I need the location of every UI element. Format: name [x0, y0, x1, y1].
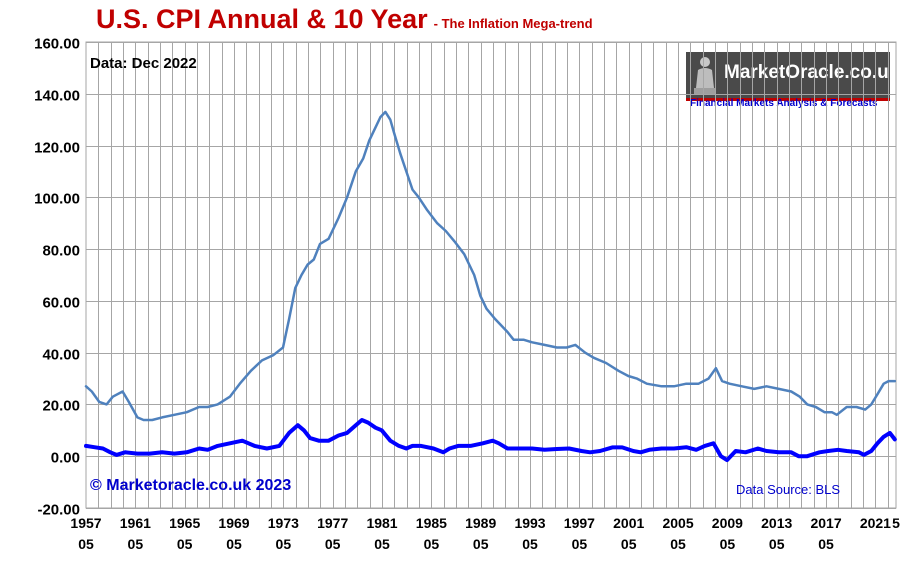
x-tick-label-month: 05 [720, 536, 736, 552]
x-tick-label-year: 2017 [810, 515, 841, 531]
axis-layer: 160.00 140.00 120.00 100.00 80.00 60.00 40.00 2… [34, 36, 900, 553]
series-line-annual [84, 418, 897, 463]
chart-subtitle: - The Inflation Mega-trend [433, 16, 593, 31]
grid-layer [85, 41, 897, 509]
x-tick-label-month: 05 [818, 536, 834, 552]
y-tick-label: 80.00 [42, 243, 80, 260]
x-tick-label-year: 2021 [860, 515, 891, 531]
series-layer [84, 110, 897, 463]
chart-title-main: U.S. CPI Annual & 10 Year [96, 4, 428, 34]
oracle-figure-icon [694, 57, 716, 94]
x-tick-label-year: 1981 [366, 515, 397, 531]
x-tick-label-year: 1989 [465, 515, 496, 531]
chart-title: U.S. CPI Annual & 10 Year - The Inflation… [96, 4, 593, 35]
y-tick-label: 160.00 [34, 36, 80, 53]
x-tick-label-year: 1969 [218, 515, 249, 531]
series-line-10-year [84, 110, 897, 422]
y-tick-label: 60.00 [42, 295, 80, 312]
x-tick-label-month: 05 [276, 536, 292, 552]
x-tick-label-month: 05 [522, 536, 538, 552]
y-tick-label: -20.00 [37, 502, 80, 519]
marketoracle-logo: MarketOracle.co.uk [686, 52, 899, 101]
x-tick-label-month: 05 [128, 536, 144, 552]
x-tick-label-month: 05 [374, 536, 390, 552]
x-tick-label-year: 2009 [712, 515, 743, 531]
data-date-label: Data: Dec 2022 [90, 55, 197, 72]
x-tick-label-year: 1997 [564, 515, 595, 531]
x-tick-label-year: 1985 [416, 515, 447, 531]
x-tick-label-year: 2001 [613, 515, 644, 531]
logo-name: MarketOracle.co.uk [724, 62, 900, 83]
y-tick-label: 140.00 [34, 88, 80, 105]
x-tick-label-year: 2005 [662, 515, 693, 531]
x-tick-label-year: 1973 [268, 515, 299, 531]
y-tick-label: 40.00 [42, 347, 80, 364]
x-tick-label-month: 05 [78, 536, 94, 552]
x-tick-label-month: 05 [424, 536, 440, 552]
x-tick-label-year: 1965 [169, 515, 200, 531]
x-tick-label-year: 1993 [514, 515, 545, 531]
x-tick-label-month: 05 [572, 536, 588, 552]
x-tick-label-month: 05 [621, 536, 637, 552]
plot-border [85, 41, 897, 509]
x-tick-label-year: 1961 [120, 515, 151, 531]
y-tick-label: 0.00 [51, 450, 80, 467]
x-tick-label-month: 05 [325, 536, 341, 552]
logo-tagline: Financial Markets Analysis & Forecasts [690, 98, 878, 109]
y-tick-label: 120.00 [34, 140, 80, 157]
copyright-label: © Marketoracle.co.uk 2023 [90, 477, 291, 494]
y-tick-label: 100.00 [34, 191, 80, 208]
x-tick-label-month: 05 [670, 536, 686, 552]
x-tick-label-year: 5 [892, 515, 900, 531]
x-tick-label-year: 1957 [70, 515, 101, 531]
x-tick-label-month: 05 [769, 536, 785, 552]
x-tick-label-year: 2013 [761, 515, 792, 531]
data-source-label: Data Source: BLS [736, 482, 840, 497]
x-tick-label-month: 05 [473, 536, 489, 552]
x-tick-label-month: 05 [226, 536, 242, 552]
x-tick-label-month: 05 [177, 536, 193, 552]
x-tick-label-year: 1977 [317, 515, 348, 531]
y-tick-label: 20.00 [42, 398, 80, 415]
